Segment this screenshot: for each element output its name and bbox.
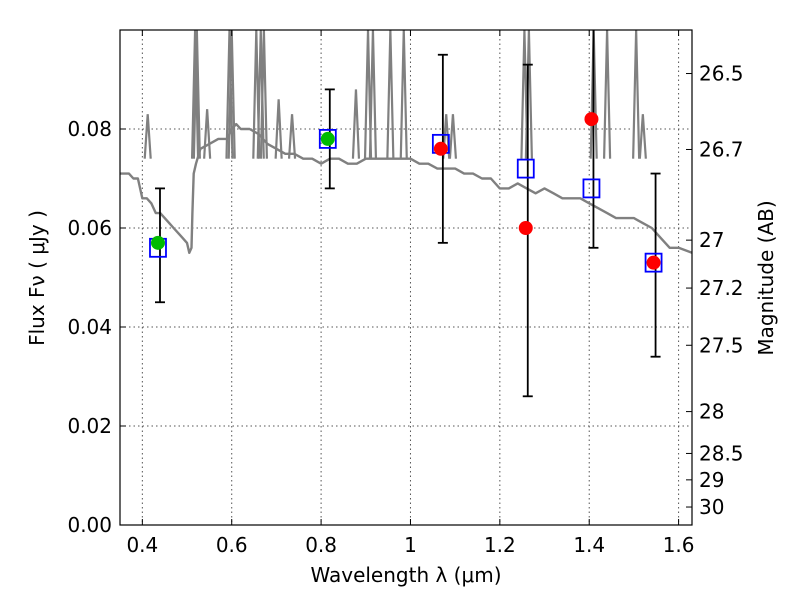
spectrum-spike (351, 89, 361, 159)
spectrum-spike (602, 29, 612, 159)
y-axis-label: Flux Fν ( μJy ) (25, 210, 49, 346)
grid-layer (120, 30, 692, 526)
x-tick-label: 1.2 (484, 533, 516, 557)
spectrum-spike (632, 29, 641, 159)
spectrum-spike (287, 114, 297, 159)
y-tick-label: 0.04 (67, 315, 112, 339)
spectrum-spike (448, 114, 458, 159)
y2-tick-label: 27.2 (699, 276, 744, 300)
spectrum-spike (638, 114, 647, 159)
y2-tick-label: 28 (699, 400, 724, 424)
y2-tick-label: 26.7 (699, 137, 744, 161)
y-tick-label: 0.00 (67, 513, 112, 537)
model-square-point (644, 252, 663, 273)
observed-red-point (584, 112, 599, 127)
y-tick-label: 0.06 (67, 216, 112, 240)
y2-tick-label: 28.5 (699, 441, 744, 465)
y-tick-label: 0.02 (67, 414, 112, 438)
spectrum-spike (524, 29, 533, 159)
x-axis-label: Wavelength λ (μm) (310, 563, 501, 587)
x-tick-label: 1.6 (663, 533, 695, 557)
x-tick-label: 0.4 (126, 533, 158, 557)
observed-green-point (150, 235, 165, 250)
spectrum-line (120, 122, 693, 254)
spectrum-spike (386, 29, 395, 159)
spectrum-spike (368, 29, 378, 159)
model-square-point (582, 178, 601, 199)
spectrum-spike (399, 29, 408, 159)
y-tick-label: 0.08 (67, 117, 112, 141)
observed-green-point (320, 131, 335, 146)
spectrum-spike (143, 114, 152, 159)
observed-red-point (433, 141, 448, 156)
spectrum-spike (203, 109, 212, 159)
y2-tick-label: 26.5 (699, 62, 744, 86)
spectrum-spike (274, 99, 283, 159)
y2-tick-label: 30 (699, 495, 724, 519)
y2-tick-label: 27.5 (699, 333, 744, 357)
plot-frame (119, 29, 693, 526)
y2-tick-label: 27 (699, 228, 724, 252)
spectrum-layer (120, 29, 693, 254)
observed-red-point (646, 255, 661, 270)
x-tick-label: 0.6 (216, 533, 248, 557)
x-tick-label: 1.4 (573, 533, 605, 557)
marker-layer (149, 112, 663, 273)
x-tick-label: 0.8 (305, 533, 337, 557)
x-tick-label: 1 (404, 533, 417, 557)
tick-layer: 0.4 0.6 0.8 1 1.2 1.4 1.6 0.00 0.02 0.04 0.06 0.08 2… (67, 30, 744, 557)
y2-tick-label: 29 (699, 468, 724, 492)
model-square-point (516, 158, 535, 179)
observed-red-point (518, 221, 533, 235)
y2-axis-label: Magnitude (AB) (754, 200, 778, 355)
model-square-point (318, 128, 337, 149)
